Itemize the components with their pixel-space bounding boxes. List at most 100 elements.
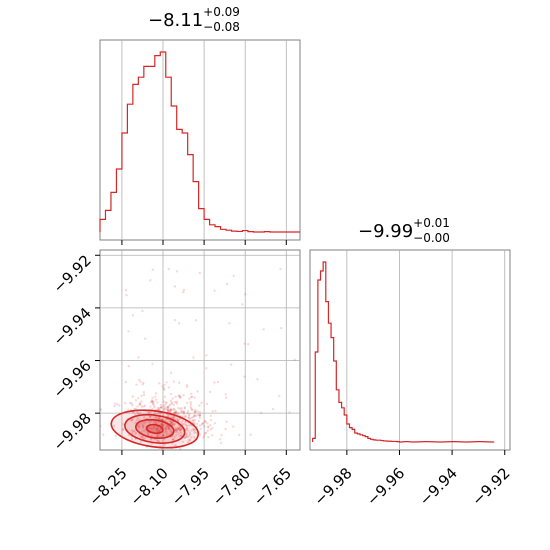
scatter-point (243, 375, 246, 378)
scatter-point (162, 387, 166, 390)
scatter-point (100, 408, 103, 411)
scatter-point (168, 403, 172, 406)
title-param1-plus: +0.09 (203, 5, 240, 19)
scatter-point (175, 400, 179, 404)
scatter-point (168, 419, 171, 423)
scatter-point (163, 383, 166, 387)
scatter-point (156, 430, 159, 433)
scatter-point (162, 404, 166, 408)
scatter-point (156, 421, 160, 424)
scatter-point (176, 411, 179, 414)
scatter-point (165, 381, 168, 384)
scatter-point (166, 408, 169, 412)
scatter-point (188, 413, 191, 416)
scatter-point (224, 427, 227, 431)
scatter-point (154, 421, 157, 424)
scatter-point (170, 422, 173, 425)
scatter-point (142, 420, 145, 424)
scatter-point (188, 416, 191, 419)
scatter-point (174, 411, 178, 414)
contour-level (134, 418, 175, 440)
scatter-point (138, 418, 141, 422)
scatter-point (213, 381, 216, 384)
scatter-point (232, 425, 235, 428)
scatter-point (198, 414, 201, 418)
scatter-point (179, 395, 182, 398)
scatter-point (177, 406, 180, 410)
scatter-point (171, 397, 174, 400)
panel-joint-ticks: −8.25−8.10−7.95−7.80−7.65 −9.92 −9.94 −9.96… (50, 251, 296, 509)
scatter-point (147, 411, 150, 414)
scatter-point (185, 385, 189, 389)
scatter-point (195, 425, 199, 428)
scatter-point (152, 421, 155, 424)
scatter-point (218, 438, 222, 441)
scatter-point (213, 289, 216, 293)
scatter-point (140, 435, 144, 439)
scatter-point (175, 428, 178, 432)
scatter-point (143, 404, 147, 408)
scatter-point (162, 434, 166, 437)
scatter-point (155, 427, 159, 430)
scatter-point (179, 447, 182, 450)
scatter-point (182, 394, 185, 397)
scatter-point (172, 380, 176, 383)
scatter-point (125, 293, 128, 297)
scatter-point (138, 402, 141, 405)
x-tick-label: −9.96 (363, 464, 408, 509)
scatter-point (152, 427, 156, 430)
scatter-point (143, 437, 147, 440)
scatter-point (169, 420, 173, 424)
scatter-point (170, 421, 173, 425)
scatter-point (167, 415, 170, 418)
y-tick-label: −9.92 (50, 251, 95, 296)
scatter-point (134, 413, 137, 416)
scatter-point (169, 407, 173, 411)
scatter-point (166, 425, 170, 428)
scatter-point (247, 343, 250, 346)
scatter-point (154, 398, 158, 401)
scatter-point (175, 402, 179, 405)
scatter-point (167, 427, 171, 430)
scatter-point (139, 411, 142, 415)
scatter-point (169, 399, 172, 402)
scatter-point (155, 439, 159, 442)
scatter-point (225, 420, 228, 423)
scatter-point (186, 440, 190, 444)
scatter-point (158, 382, 161, 385)
scatter-point (173, 411, 176, 415)
scatter-point (170, 401, 174, 404)
scatter-point (169, 415, 173, 419)
scatter-point (196, 410, 199, 413)
scatter-point (131, 403, 134, 407)
scatter-point (190, 395, 193, 399)
scatter-point (167, 267, 170, 271)
scatter-point (141, 383, 145, 386)
scatter-point (157, 412, 160, 415)
scatter-point (137, 397, 140, 400)
scatter-point (177, 427, 181, 430)
scatter-point (123, 401, 127, 405)
scatter-point (189, 406, 193, 410)
scatter-point (213, 422, 217, 425)
scatter-point (209, 414, 213, 417)
scatter-point (271, 407, 275, 411)
scatter-point (127, 364, 130, 368)
scatter-point (124, 288, 128, 292)
panel-hist-param2-frame (309, 249, 511, 451)
scatter-point (166, 406, 170, 409)
scatter-point (151, 362, 154, 366)
scatter-point (192, 435, 196, 439)
scatter-point (262, 328, 265, 331)
scatter-point (178, 429, 182, 432)
scatter-point (175, 418, 179, 421)
x-tick-label: −7.80 (209, 464, 254, 509)
scatter-point (173, 435, 176, 439)
scatter-point (159, 403, 163, 407)
scatter-point (169, 408, 172, 412)
scatter-point (142, 391, 146, 394)
scatter-point (154, 416, 157, 419)
scatter-point (142, 429, 146, 432)
scatter-point (164, 401, 167, 404)
scatter-point (140, 405, 144, 408)
